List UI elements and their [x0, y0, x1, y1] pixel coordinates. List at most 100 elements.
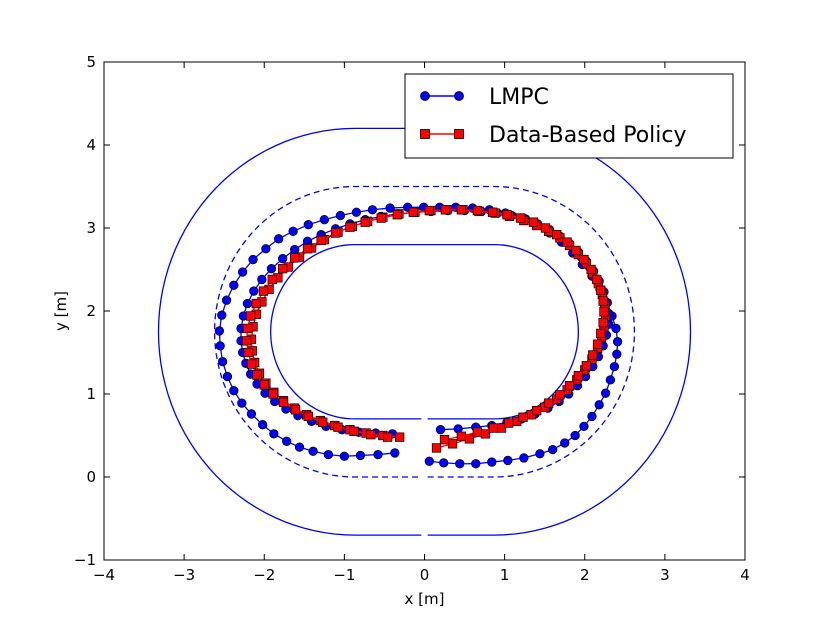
- lmpc-point: [373, 449, 383, 460]
- policy-point: [573, 371, 583, 381]
- policy-point: [246, 359, 257, 369]
- x-tick-label: −3: [173, 566, 195, 584]
- x-tick-label: 0: [420, 566, 430, 584]
- x-tick-label: −2: [253, 566, 275, 584]
- policy-point: [528, 217, 539, 227]
- y-tick-label: 5: [86, 53, 96, 71]
- lmpc-point: [257, 420, 268, 430]
- policy-point: [278, 264, 288, 274]
- policy-point: [290, 253, 300, 263]
- legend-policy-marker-right: [454, 129, 464, 139]
- lmpc-point: [355, 450, 366, 461]
- policy-point: [366, 430, 376, 440]
- policy-point: [333, 422, 343, 432]
- y-tick-label: 1: [86, 385, 96, 403]
- policy-point: [245, 311, 256, 321]
- lmpc-point: [487, 457, 497, 467]
- lmpc-point: [274, 234, 284, 244]
- policy-point: [540, 223, 551, 233]
- legend-policy-label: Data-Based Policy: [489, 123, 687, 148]
- lmpc-point: [535, 449, 545, 459]
- x-tick-label: −4: [93, 566, 115, 584]
- lmpc-point: [560, 438, 570, 448]
- lmpc-point: [308, 446, 318, 456]
- lmpc-point: [237, 267, 248, 277]
- y-tick-label: 0: [86, 468, 96, 486]
- x-tick-label: 4: [740, 566, 750, 584]
- lmpc-point: [600, 388, 611, 398]
- lmpc-point: [217, 356, 228, 367]
- policy-point: [439, 435, 450, 445]
- policy-point: [243, 347, 253, 358]
- x-tick-label: 1: [500, 566, 510, 584]
- y-tick-label: 3: [86, 219, 96, 237]
- policy-point: [318, 417, 328, 427]
- lmpc-point: [471, 459, 481, 469]
- legend: LMPC Data-Based Policy: [404, 73, 734, 159]
- policy-point: [259, 380, 269, 390]
- lmpc-point: [367, 205, 378, 215]
- lmpc-point: [335, 210, 346, 221]
- policy-point: [588, 350, 598, 360]
- policy-point: [487, 207, 498, 217]
- policy-point: [502, 210, 512, 220]
- lmpc-point: [455, 459, 465, 469]
- policy-point: [581, 361, 592, 371]
- policy-point: [252, 370, 262, 380]
- x-tick-label: 3: [660, 566, 670, 584]
- policy-point: [376, 213, 386, 223]
- lmpc-point: [570, 430, 580, 441]
- policy-point: [349, 426, 359, 436]
- lmpc-point: [519, 453, 529, 463]
- policy-point: [464, 434, 475, 444]
- y-axis-label: y [m]: [52, 291, 70, 331]
- policy-point: [562, 237, 572, 247]
- lmpc-point: [587, 411, 597, 422]
- policy-point: [360, 217, 370, 227]
- policy-point: [392, 210, 402, 220]
- lmpc-point: [282, 436, 292, 446]
- policy-point: [303, 411, 313, 422]
- policy-point: [447, 439, 458, 449]
- lmpc-point: [579, 421, 589, 432]
- policy-point: [267, 274, 277, 285]
- lmpc-point: [214, 326, 225, 336]
- x-tick-label: 2: [580, 566, 590, 584]
- lmpc-point: [222, 371, 233, 382]
- lmpc-point: [269, 429, 279, 439]
- track-inner-boundary: [270, 243, 579, 420]
- lmpc-point: [237, 398, 247, 408]
- policy-point: [278, 397, 289, 407]
- policy-point: [596, 328, 606, 339]
- policy-point: [316, 235, 326, 246]
- policy-point: [431, 443, 442, 453]
- lmpc-point: [319, 215, 329, 225]
- policy-point: [440, 205, 450, 215]
- lmpc-point: [612, 349, 622, 359]
- y-tick-label: 4: [86, 136, 96, 154]
- lmpc-point: [303, 220, 313, 230]
- lmpc-point: [594, 400, 604, 410]
- lmpc-point: [229, 386, 239, 396]
- policy-point: [408, 207, 418, 217]
- lmpc-point: [390, 448, 400, 458]
- policy-point: [241, 336, 252, 346]
- lmpc-point: [351, 207, 362, 217]
- lmpc-point: [257, 274, 267, 285]
- policy-point: [515, 213, 526, 223]
- policy-point: [552, 229, 562, 240]
- policy-point: [571, 245, 581, 256]
- policy-point: [503, 418, 514, 428]
- lmpc-point: [246, 409, 257, 419]
- lmpc-point: [278, 254, 288, 264]
- policy-point: [598, 317, 608, 328]
- lmpc-point: [229, 280, 239, 290]
- lmpc-point: [249, 286, 259, 296]
- y-tick-label: −1: [74, 551, 96, 569]
- policy-point: [564, 381, 575, 391]
- policy-point: [579, 254, 589, 265]
- lmpc-point: [439, 458, 449, 468]
- lmpc-point: [385, 203, 395, 213]
- policy-point: [395, 432, 405, 442]
- policy-point: [345, 222, 355, 232]
